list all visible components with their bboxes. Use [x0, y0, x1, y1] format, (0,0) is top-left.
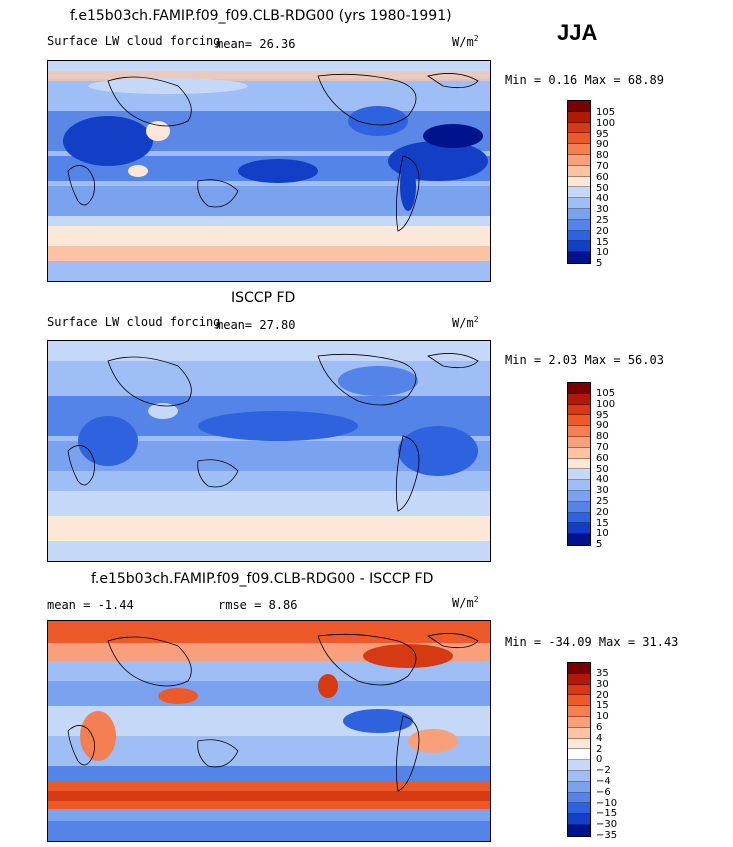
panel3-map-svg	[48, 621, 490, 841]
panel1-colorbar	[567, 100, 591, 264]
panel2-title: ISCCP FD	[231, 290, 296, 306]
panel2-map	[47, 340, 491, 562]
panel1-minmax: Min = 0.16 Max = 68.89	[505, 73, 664, 87]
panel1-map	[47, 60, 491, 282]
panel2-colorbar	[567, 382, 591, 546]
panel1-colorbar-labels: 105 100 95 90 80 70 60 50 40 30 25 20 15 10 5	[596, 107, 616, 270]
panel1-title: f.e15b03ch.FAMIP.f09_f09.CLB-RDG00 (yrs …	[70, 8, 452, 24]
panel1-units: W/m2	[452, 34, 479, 49]
panel2-units: W/m2	[452, 315, 479, 330]
panel3-minmax: Min = -34.09 Max = 31.43	[505, 635, 679, 649]
panel2-minmax: Min = 2.03 Max = 56.03	[505, 353, 664, 367]
panel2-mean: mean= 27.80	[216, 318, 296, 332]
season-label: JJA	[557, 20, 598, 45]
panel3-colorbar	[567, 662, 591, 837]
panel3-title: f.e15b03ch.FAMIP.f09_f09.CLB-RDG00 - ISC…	[91, 571, 434, 587]
panel1-mean: mean= 26.36	[216, 37, 296, 51]
panel1-map-svg	[48, 61, 490, 281]
panel3-rmse: rmse = 8.86	[218, 598, 298, 612]
panel2-map-svg	[48, 341, 490, 561]
panel3-units: W/m2	[452, 595, 479, 610]
panel2-subtitle: Surface LW cloud forcing	[47, 315, 221, 329]
panel3-mean: mean = -1.44	[47, 598, 134, 612]
panel2-colorbar-labels: 105 100 95 90 80 70 60 50 40 30 25 20 15 10 5	[596, 388, 616, 551]
panel1-subtitle: Surface LW cloud forcing	[47, 34, 221, 48]
panel3-map	[47, 620, 491, 842]
